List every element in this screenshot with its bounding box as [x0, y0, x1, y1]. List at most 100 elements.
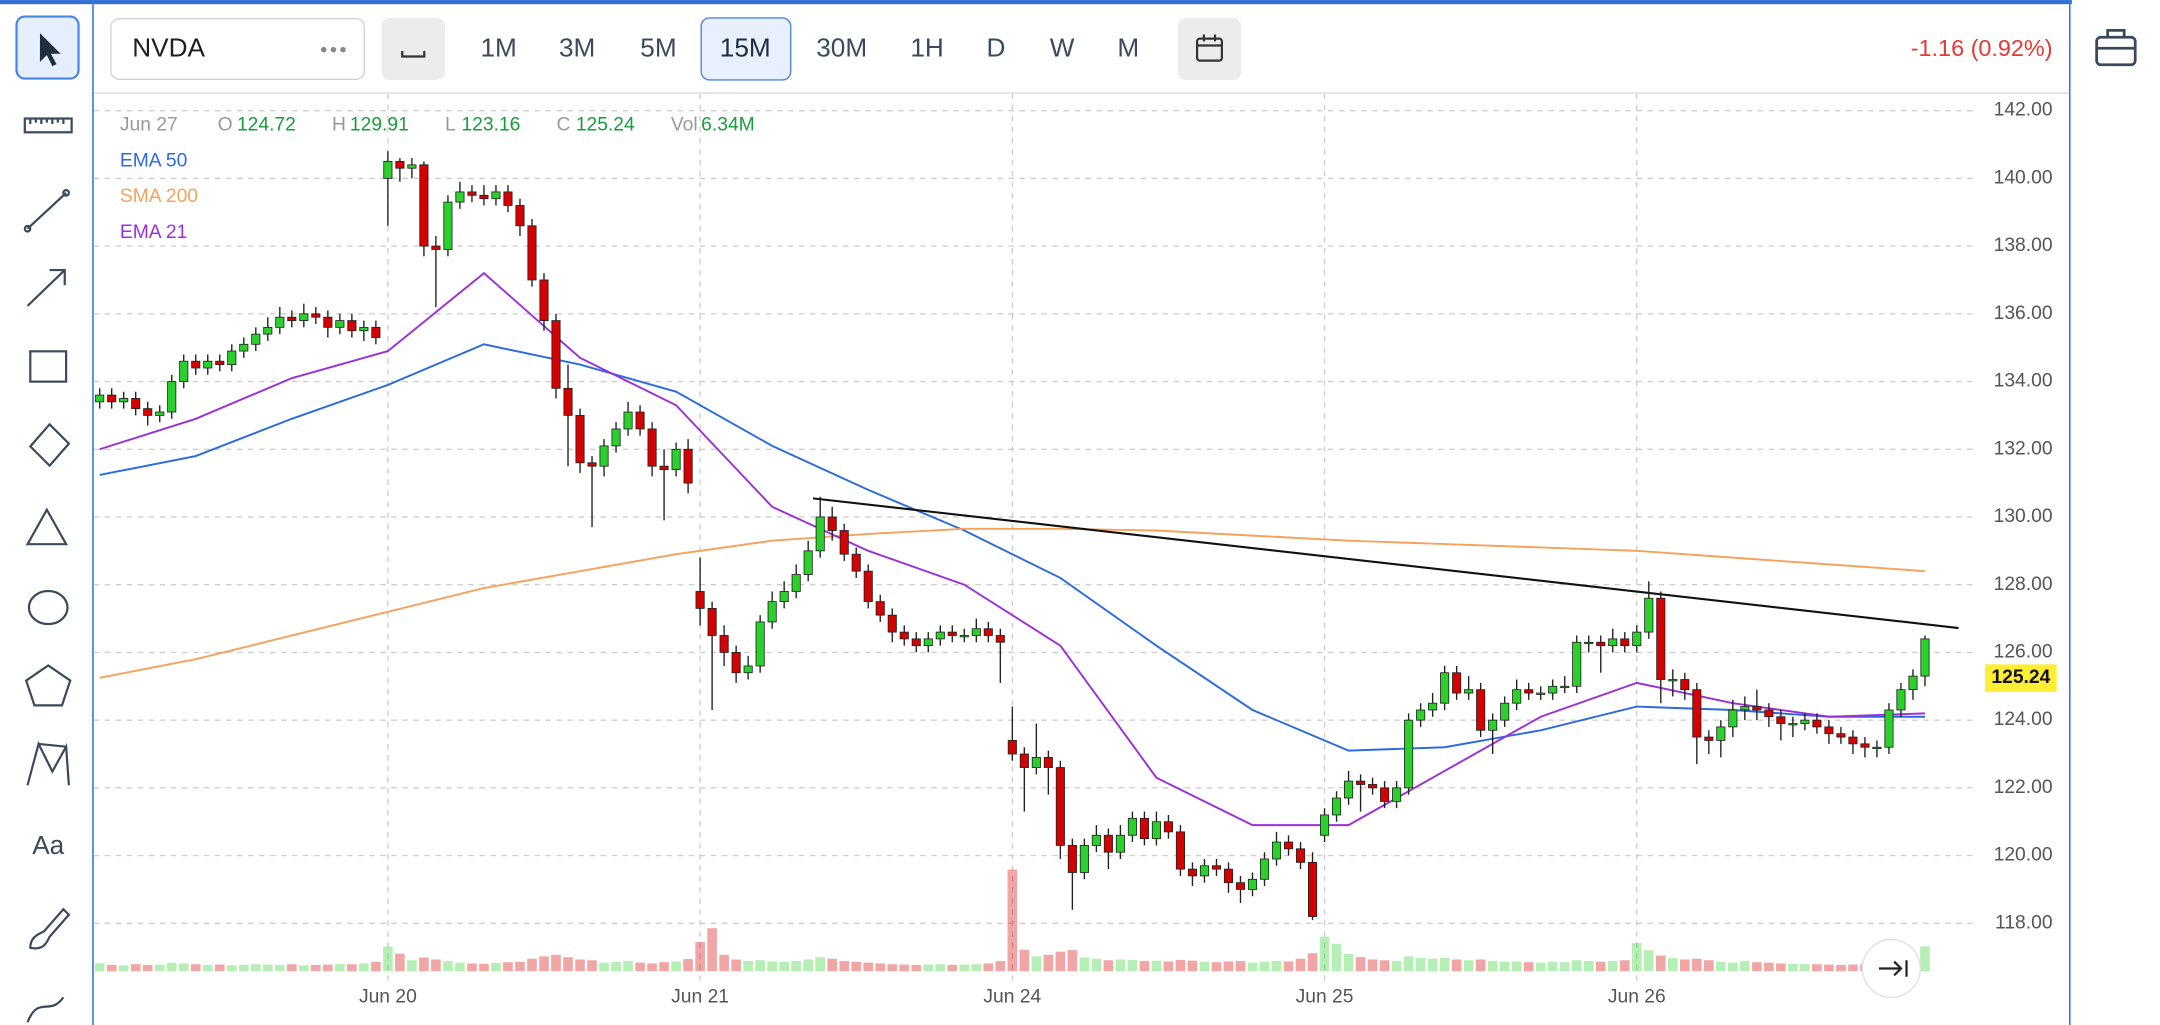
candle-body	[959, 635, 969, 638]
candle-body	[827, 516, 837, 531]
candle-body	[971, 628, 981, 636]
header-field-name: O	[218, 115, 233, 136]
candle-body	[1836, 733, 1846, 738]
candle-body	[443, 201, 453, 250]
candle-body	[1752, 706, 1762, 711]
timeframe[interactable]: 1H	[910, 33, 943, 63]
price-change: -1.16 (0.92%)	[1911, 35, 2053, 61]
timeframe[interactable]: 15M	[720, 33, 771, 63]
volume-bar	[1427, 958, 1438, 972]
candle-body	[1344, 780, 1354, 799]
candle-body	[131, 398, 141, 410]
x-tick-label: Jun 21	[671, 986, 729, 1007]
candle-body	[1884, 709, 1894, 748]
timeframe[interactable]: W	[1050, 33, 1075, 63]
volume-bar	[347, 964, 357, 972]
ellipse-tool[interactable]	[27, 589, 69, 626]
calendar-button[interactable]	[1177, 17, 1242, 80]
volume-bar	[911, 964, 922, 972]
timeframe[interactable]: 5M	[640, 33, 676, 63]
candle-body	[1476, 689, 1486, 731]
text-tool[interactable]: Aa	[32, 830, 64, 860]
volume-bar	[1764, 962, 1774, 972]
candle-body	[623, 411, 633, 430]
volume-bar	[1704, 960, 1714, 972]
volume-bar	[311, 964, 321, 972]
ruler-tool[interactable]	[23, 117, 73, 134]
symbol-box[interactable]	[110, 17, 366, 80]
volume-bar	[142, 964, 153, 972]
portfolio-icon[interactable]	[2095, 28, 2137, 67]
candle-body	[1800, 719, 1810, 724]
timeframe[interactable]: 30M	[816, 33, 867, 63]
rectangle-tool[interactable]	[29, 350, 68, 383]
volume-bar	[190, 964, 201, 972]
arrow-tool[interactable]	[26, 268, 66, 307]
candle-body	[1380, 787, 1390, 802]
volume-bar	[659, 962, 669, 972]
timeframe[interactable]: 3M	[559, 33, 595, 63]
volume-bar	[503, 962, 513, 972]
candle-body	[179, 360, 189, 382]
header-field-value: 125.24	[576, 115, 635, 136]
brush-tool[interactable]	[29, 907, 71, 950]
x-tick-label: Jun 24	[983, 986, 1041, 1007]
candle-body	[1163, 821, 1173, 833]
candle-body	[1392, 787, 1402, 802]
header-field-value: 124.72	[237, 115, 296, 136]
timeframes: 1M 3M 5M 15M 30M 1H D W M	[481, 17, 1139, 81]
triangle-tool[interactable]	[25, 507, 69, 546]
y-tick-label: 140.00	[1994, 167, 2053, 188]
pattern-tool[interactable]	[26, 740, 70, 786]
candle-body	[1584, 641, 1594, 645]
last-price-tag	[1985, 664, 2057, 692]
candle-body	[551, 320, 561, 389]
candle-body	[599, 445, 609, 467]
candle-body	[1860, 743, 1870, 748]
scroll-icon	[1878, 960, 1908, 977]
volume-bar	[1019, 949, 1030, 972]
volume-bar	[899, 964, 910, 972]
timeframe[interactable]: D	[987, 33, 1006, 63]
volume-bar	[1331, 943, 1342, 972]
chart-type-button[interactable]	[381, 17, 445, 80]
candle-body	[1187, 868, 1198, 877]
candle-body	[1368, 784, 1378, 789]
scroll-to-latest[interactable]	[1861, 938, 1921, 999]
timeframe[interactable]: M	[1117, 33, 1139, 63]
candle-body	[1452, 672, 1462, 694]
rotated-rectangle-tool[interactable]	[28, 422, 71, 468]
candle-body	[119, 398, 129, 403]
line-tool[interactable]	[23, 189, 70, 233]
candle-body	[671, 448, 681, 470]
candle-body	[1608, 638, 1618, 647]
candle-body	[527, 225, 537, 281]
y-tick-label: 136.00	[1994, 303, 2053, 324]
candle-body	[719, 635, 729, 653]
volume-bar	[1079, 957, 1090, 972]
volume-bar	[1103, 960, 1114, 972]
cursor-icon	[39, 33, 61, 67]
volume-bar	[1728, 962, 1738, 972]
active-timeframe[interactable]	[700, 17, 792, 81]
indicator-tool[interactable]	[26, 996, 65, 1023]
volume-bar	[1812, 964, 1822, 972]
timeframe[interactable]: 1M	[481, 33, 517, 63]
header-field-name: H	[332, 115, 346, 136]
symbol-menu[interactable]	[320, 46, 346, 53]
volume-bar	[455, 962, 465, 972]
candle-body	[143, 408, 153, 416]
candle-body	[1307, 861, 1318, 917]
volume-bar	[359, 963, 369, 972]
y-tick-label: 126.00	[1994, 642, 2053, 663]
header-field-name: Vol	[671, 115, 698, 136]
candle-body	[1632, 631, 1642, 647]
volume-bar	[250, 964, 261, 972]
polygon-tool[interactable]	[24, 664, 72, 707]
candle-body	[1404, 719, 1414, 789]
y-tick-label: 128.00	[1994, 574, 2053, 595]
candle-body	[431, 245, 441, 250]
candle-body	[1043, 756, 1053, 768]
indicator-line	[99, 527, 1926, 679]
candle-body	[407, 164, 417, 169]
